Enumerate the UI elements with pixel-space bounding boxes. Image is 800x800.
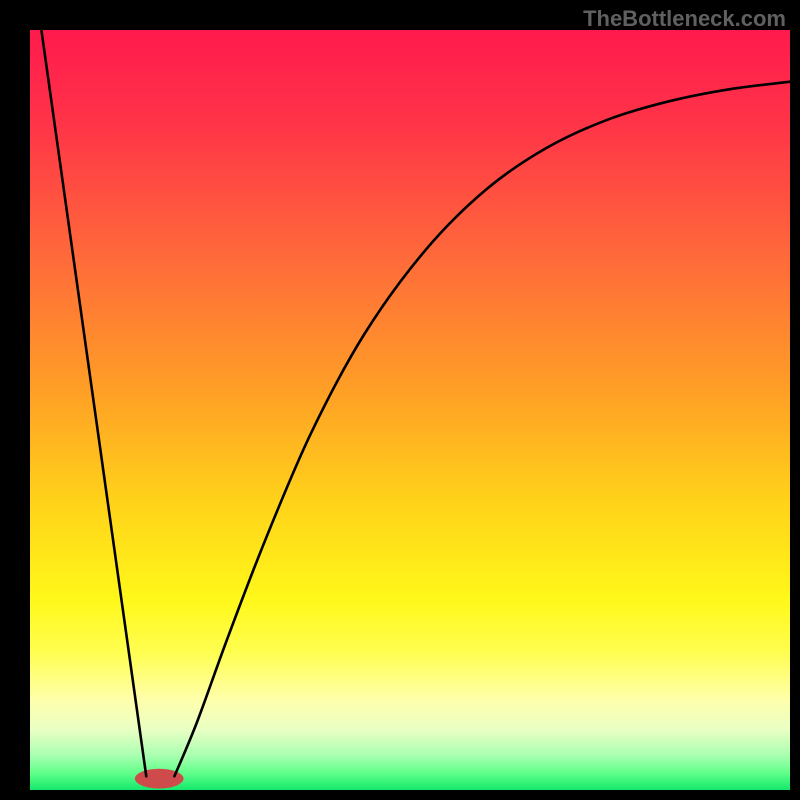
plot-svg [30,30,790,790]
chart-container: TheBottleneck.com [0,0,800,800]
watermark-text: TheBottleneck.com [583,6,786,32]
plot-area [30,30,790,790]
gradient-background [30,30,790,790]
